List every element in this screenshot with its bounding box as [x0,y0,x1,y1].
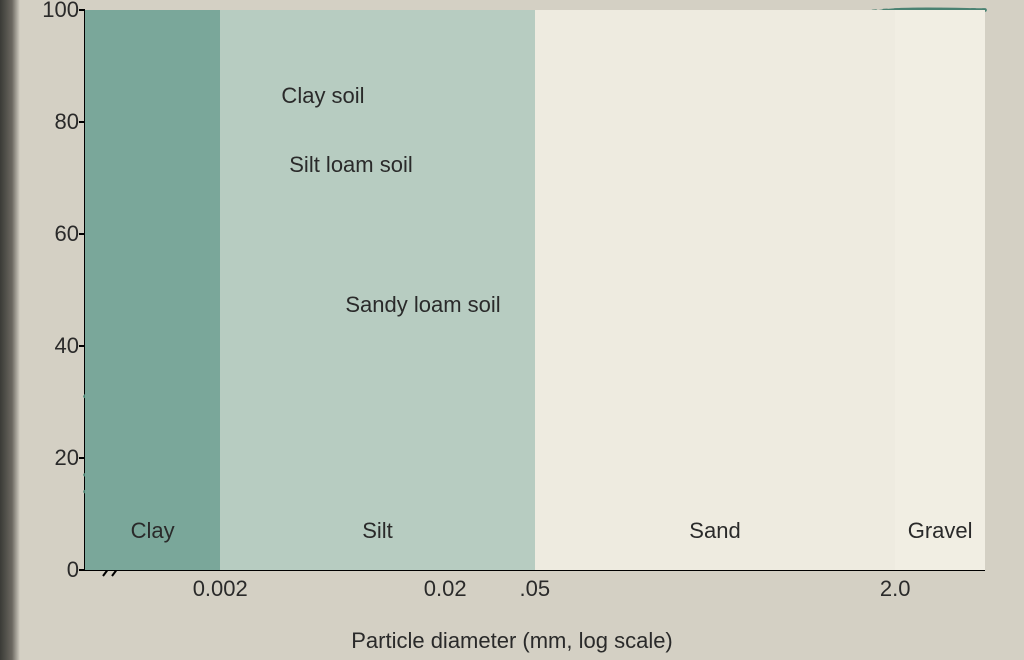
region-clay [85,10,220,570]
series-label: Clay soil [281,83,364,109]
series-label: Silt loam soil [289,152,412,178]
region-label-sand: Sand [689,518,740,544]
region-silt [220,10,535,570]
ytick-label: 80 [55,109,79,135]
ytick [79,345,85,347]
region-label-clay: Clay [131,518,175,544]
ytick-label: 60 [55,221,79,247]
ytick-label: 20 [55,445,79,471]
xtick-label: .05 [519,576,550,602]
region-sand [535,10,895,570]
ytick [79,233,85,235]
book-spine-shadow [0,0,20,660]
ytick-label: 0 [67,557,79,583]
x-axis-label: Particle diameter (mm, log scale) [351,628,673,654]
ytick-label: 40 [55,333,79,359]
ytick-label: 100 [42,0,79,23]
xtick-label: 0.002 [193,576,248,602]
ytick [79,121,85,123]
region-gravel [895,10,985,570]
region-label-silt: Silt [362,518,393,544]
plot-area: 0204060801000.0020.02.052.0ClaySiltSandG… [85,10,985,570]
ytick [79,9,85,11]
ytick [79,457,85,459]
ytick [79,569,85,571]
series-label: Sandy loam soil [345,292,500,318]
region-label-gravel: Gravel [908,518,973,544]
xtick-label: 2.0 [880,576,911,602]
page: Percent particles smaller than indicated… [0,0,1024,660]
xtick-label: 0.02 [424,576,467,602]
